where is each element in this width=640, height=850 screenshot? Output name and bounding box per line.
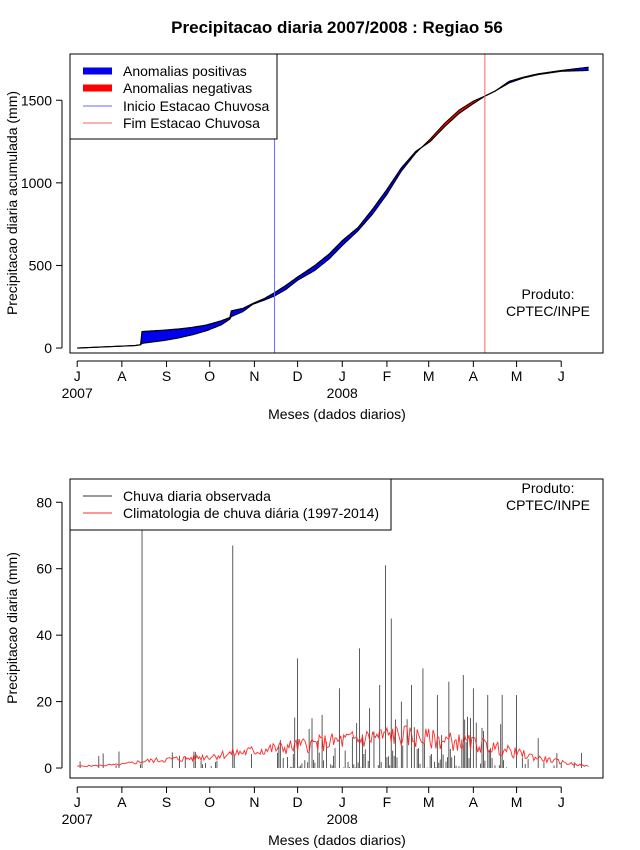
x-tick-label: M: [511, 794, 523, 810]
legend-label-season-start: Inicio Estacao Chuvosa: [123, 98, 270, 114]
y-tick-label: 1500: [21, 92, 52, 108]
credit-line-2: CPTEC/INPE: [506, 303, 590, 319]
x-tick-label: D: [293, 794, 303, 810]
year-label: 2007: [62, 385, 93, 401]
legend-label-negative: Anomalias negativas: [123, 80, 252, 96]
x-tick-label: N: [249, 368, 259, 384]
x-tick-label: O: [204, 794, 215, 810]
x-tick-label: A: [117, 794, 127, 810]
year-label: 2007: [62, 811, 93, 827]
x-tick-label: M: [423, 368, 435, 384]
y-tick-label: 500: [29, 257, 53, 273]
credit-line-2: CPTEC/INPE: [506, 497, 590, 513]
x-tick-label: F: [383, 368, 392, 384]
x-tick-label: S: [162, 368, 171, 384]
daily-legend: Chuva diaria observada Climatologia de c…: [69, 478, 392, 531]
x-tick-label: J: [74, 794, 81, 810]
cumulative-x-label: Meses (dados diarios): [268, 406, 406, 422]
daily-y-label: Precipitacao diaria (mm): [4, 552, 20, 704]
x-tick-label: N: [249, 794, 259, 810]
x-tick-label: J: [74, 368, 81, 384]
daily-plot-area: [77, 485, 589, 769]
legend-box: [69, 478, 392, 531]
y-tick-label: 80: [36, 494, 52, 510]
legend-label-season-end: Fim Estacao Chuvosa: [123, 115, 260, 131]
credit-line-1: Produto:: [522, 286, 575, 302]
cumulative-plot-area: [77, 54, 589, 353]
y-tick-label: 1000: [21, 175, 52, 191]
cumulative-y-label: Precipitacao diaria acumulada (mm): [4, 91, 20, 315]
chart-title: Precipitacao diaria 2007/2008 : Regiao 5…: [171, 18, 503, 37]
series-observed-line: [77, 66, 589, 349]
series-climatology-line: [77, 70, 589, 349]
cumulative-precip-chart: Precipitacao diaria 2007/2008 : Regiao 5…: [4, 18, 604, 422]
x-tick-label: A: [469, 368, 479, 384]
year-label: 2008: [327, 811, 358, 827]
series-climatology-line: [77, 724, 589, 768]
x-tick-label: S: [162, 794, 171, 810]
x-tick-label: M: [511, 368, 523, 384]
x-tick-label: O: [204, 368, 215, 384]
x-tick-label: J: [558, 794, 565, 810]
x-tick-label: M: [423, 794, 435, 810]
daily-x-label: Meses (dados diarios): [268, 832, 406, 848]
anomaly-positive-area: [496, 67, 589, 91]
y-tick-label: 20: [36, 694, 52, 710]
year-label: 2008: [327, 385, 358, 401]
y-tick-label: 0: [44, 760, 52, 776]
x-tick-label: D: [293, 368, 303, 384]
legend-label-positive: Anomalias positivas: [123, 63, 247, 79]
y-tick-label: 60: [36, 561, 52, 577]
x-tick-label: J: [339, 794, 346, 810]
credit-line-1: Produto:: [522, 480, 575, 496]
cumulative-plot-frame: [69, 53, 604, 354]
x-tick-label: F: [383, 794, 392, 810]
legend-label-climatology: Climatologia de chuva diária (1997-2014): [123, 505, 379, 521]
y-tick-label: 0: [44, 340, 52, 356]
x-tick-label: J: [558, 368, 565, 384]
anomaly-positive-area: [77, 146, 423, 349]
cumulative-legend: Anomalias positivas Anomalias negativas …: [69, 53, 278, 140]
x-tick-label: A: [117, 368, 127, 384]
x-tick-label: J: [339, 368, 346, 384]
legend-label-observed: Chuva diaria observada: [123, 488, 271, 504]
y-tick-label: 40: [36, 627, 52, 643]
x-tick-label: A: [469, 794, 479, 810]
